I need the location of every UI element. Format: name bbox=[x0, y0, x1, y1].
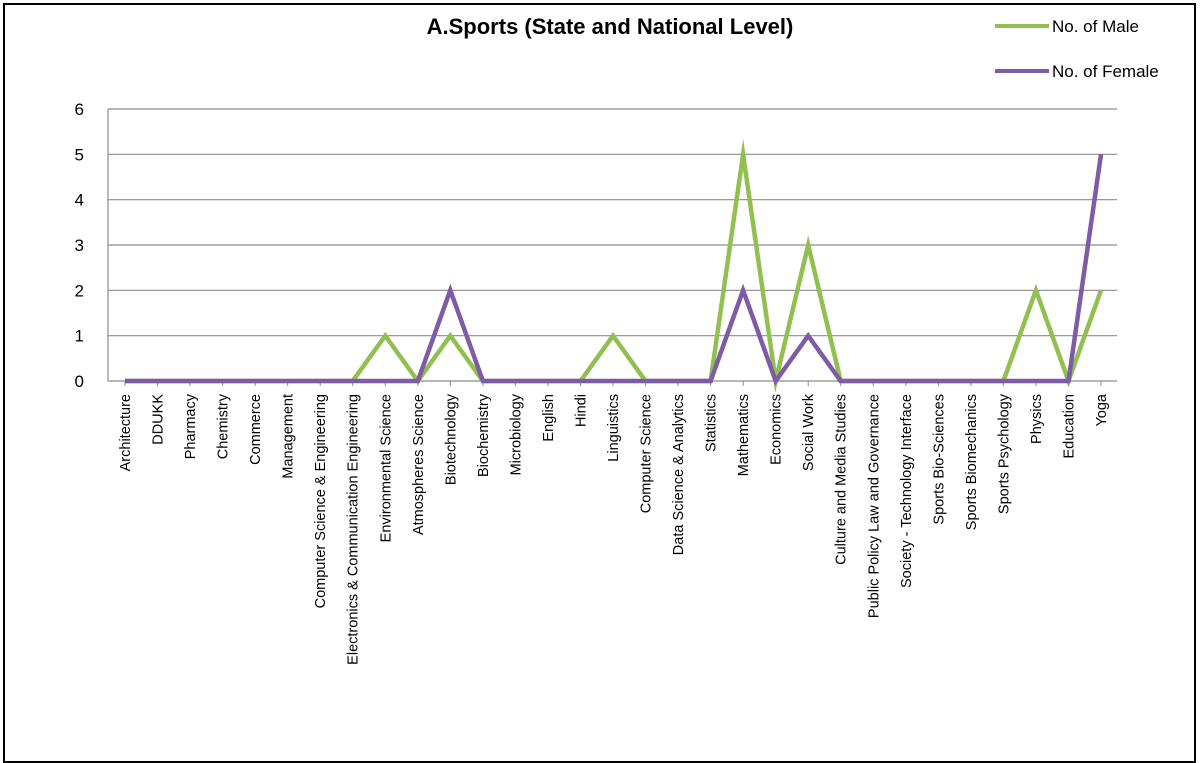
y-tick-label: 6 bbox=[75, 100, 84, 119]
legend-item-male: No. of Male bbox=[995, 17, 1139, 36]
y-tick-label: 0 bbox=[75, 372, 84, 391]
x-tick-label: Mathematics bbox=[736, 394, 752, 476]
series-line-male bbox=[125, 138, 1104, 393]
x-tick-label: Sports Biomechanics bbox=[964, 394, 980, 530]
x-tick-label: Statistics bbox=[704, 394, 720, 452]
legend-label-male: No. of Male bbox=[1052, 17, 1139, 36]
legend: No. of Male No. of Female bbox=[995, 17, 1159, 81]
x-tick-label: English bbox=[541, 394, 557, 442]
x-axis: Architecture DDUKK Pharmacy Chemistry Commer… bbox=[108, 380, 1117, 665]
x-tick-label: Architecture bbox=[118, 394, 134, 471]
x-tick-label: Computer Science & Engineering bbox=[313, 394, 329, 608]
x-tick-label: Physics bbox=[1029, 394, 1045, 444]
y-tick-label: 4 bbox=[75, 191, 84, 210]
y-tick-label: 3 bbox=[75, 236, 84, 255]
x-tick-label: Computer Science bbox=[639, 394, 655, 513]
x-tick-label: Microbiology bbox=[508, 393, 524, 475]
y-axis: 0 1 2 3 4 5 6 bbox=[75, 100, 109, 391]
x-tick-label: Social Work bbox=[801, 393, 817, 471]
series-lines bbox=[125, 138, 1104, 393]
x-tick-label: Public Policy Law and Governance bbox=[866, 394, 882, 618]
x-tick-label: Sports Bio-Sciences bbox=[931, 394, 947, 525]
x-tick-label: Linguistics bbox=[606, 394, 622, 462]
x-tick-label: Yoga bbox=[1094, 393, 1110, 426]
x-tick-label: Atmospheres Science bbox=[411, 394, 427, 535]
series-line-female bbox=[125, 153, 1104, 386]
y-tick-label: 2 bbox=[75, 281, 84, 300]
chart-title: A.Sports (State and National Level) bbox=[427, 14, 794, 39]
legend-label-female: No. of Female bbox=[1052, 62, 1159, 81]
gridlines bbox=[108, 108, 1117, 337]
x-tick-label: Sports Psychology bbox=[996, 393, 1012, 514]
x-tick-label: Commerce bbox=[248, 394, 264, 465]
x-tick-label: Chemistry bbox=[216, 393, 232, 459]
x-tick-label: Economics bbox=[769, 394, 785, 465]
x-tick-label: Education bbox=[1061, 394, 1077, 459]
x-tick-label: Biochemistry bbox=[476, 393, 492, 477]
y-tick-label: 5 bbox=[75, 145, 84, 164]
x-tick-label: Pharmacy bbox=[183, 393, 199, 459]
y-tick-label: 1 bbox=[75, 327, 84, 346]
x-tick-label: Data Science & Analytics bbox=[671, 394, 687, 555]
x-tick-label: Society - Technology Interface bbox=[899, 394, 915, 588]
x-tick-label: Environmental Science bbox=[378, 394, 394, 542]
x-tick-label: Culture and Media Studies bbox=[834, 394, 850, 565]
x-tick-label: Management bbox=[281, 394, 297, 479]
x-tick-label: Hindi bbox=[573, 394, 589, 427]
x-tick-label: Electronics & Communication Engineering bbox=[346, 394, 362, 665]
legend-item-female: No. of Female bbox=[995, 62, 1159, 81]
x-tick-label: DDUKK bbox=[151, 394, 167, 445]
x-tick-label: Biotechnology bbox=[443, 393, 459, 485]
